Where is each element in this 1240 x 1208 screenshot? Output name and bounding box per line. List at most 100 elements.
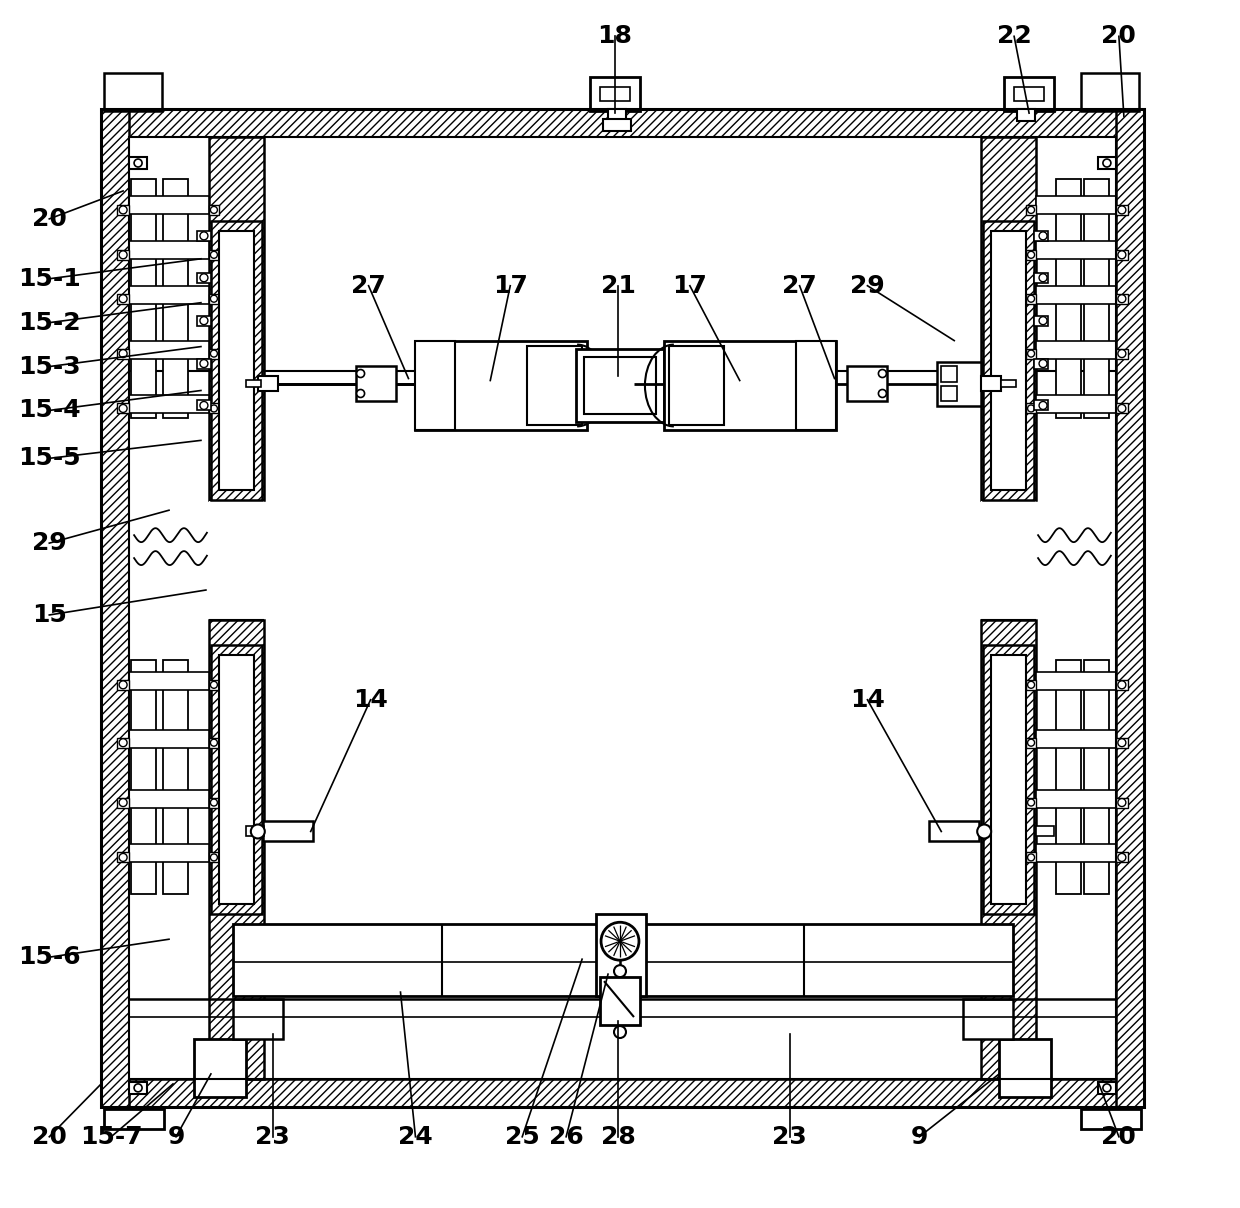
Bar	[129, 196, 208, 214]
Bar	[193, 1039, 246, 1097]
Bar	[197, 273, 211, 283]
Bar	[129, 157, 148, 169]
Bar	[233, 924, 1013, 997]
Circle shape	[1102, 159, 1111, 167]
Bar	[1025, 853, 1037, 863]
Bar	[1025, 205, 1037, 215]
Circle shape	[1118, 205, 1126, 214]
Bar	[1037, 730, 1116, 748]
Text: 15-2: 15-2	[17, 310, 81, 335]
Bar	[1037, 395, 1116, 413]
Bar	[991, 231, 1025, 490]
Circle shape	[1118, 681, 1126, 689]
Bar	[1116, 797, 1128, 807]
Circle shape	[119, 853, 128, 861]
Text: 15-7: 15-7	[79, 1125, 143, 1149]
Bar	[102, 109, 1143, 1107]
Circle shape	[119, 738, 128, 747]
Bar	[1116, 205, 1128, 215]
Circle shape	[211, 251, 217, 259]
Bar	[1034, 359, 1048, 368]
Bar	[1084, 660, 1109, 894]
Circle shape	[200, 232, 208, 240]
Bar	[577, 349, 663, 423]
Bar	[1001, 379, 1016, 388]
Bar	[1037, 196, 1116, 214]
Circle shape	[211, 854, 217, 861]
Circle shape	[1118, 853, 1126, 861]
Bar	[941, 366, 957, 382]
Bar	[208, 738, 219, 748]
Bar	[129, 672, 208, 690]
Bar	[104, 1109, 164, 1128]
Circle shape	[200, 274, 208, 281]
Bar	[208, 680, 219, 690]
Bar	[102, 1079, 1143, 1107]
Circle shape	[1039, 232, 1047, 240]
Circle shape	[1028, 295, 1034, 302]
Circle shape	[211, 405, 217, 412]
Text: 20: 20	[1101, 24, 1136, 48]
Bar	[162, 660, 188, 894]
Bar	[1116, 853, 1128, 863]
Circle shape	[357, 389, 365, 397]
Bar	[117, 294, 129, 303]
Bar	[129, 137, 1116, 1079]
Bar	[208, 403, 219, 413]
Circle shape	[1028, 251, 1034, 259]
Text: 24: 24	[398, 1125, 433, 1149]
Bar	[356, 366, 396, 401]
Circle shape	[119, 405, 128, 412]
Bar	[129, 844, 208, 863]
Bar	[963, 999, 1013, 1039]
Bar	[208, 250, 219, 260]
Bar	[600, 87, 630, 101]
Bar	[102, 109, 1143, 137]
Bar	[131, 179, 156, 418]
Bar	[117, 738, 129, 748]
Bar	[1034, 231, 1048, 240]
Bar	[1037, 341, 1116, 359]
Bar	[131, 660, 156, 894]
Text: 15-6: 15-6	[17, 945, 81, 969]
Bar	[1056, 660, 1081, 894]
Bar	[117, 205, 129, 215]
Bar	[1097, 157, 1116, 169]
Circle shape	[119, 295, 128, 303]
Bar	[1116, 738, 1128, 748]
Bar	[1084, 179, 1109, 418]
Bar	[197, 231, 211, 240]
Text: 22: 22	[997, 24, 1032, 48]
Bar	[208, 620, 264, 1079]
Text: 15-4: 15-4	[17, 399, 81, 423]
Text: 17: 17	[492, 274, 528, 297]
Circle shape	[119, 681, 128, 689]
Circle shape	[878, 389, 887, 397]
Circle shape	[211, 681, 217, 689]
Bar	[129, 730, 208, 748]
Text: 15-1: 15-1	[17, 267, 81, 291]
Bar	[937, 361, 981, 406]
Circle shape	[119, 798, 128, 807]
Text: 25: 25	[505, 1125, 539, 1149]
Bar	[1037, 240, 1116, 259]
Bar	[208, 797, 219, 807]
Bar	[246, 826, 264, 836]
Circle shape	[1118, 349, 1126, 358]
Bar	[208, 349, 219, 359]
Bar	[608, 109, 626, 121]
Bar	[1025, 250, 1037, 260]
Circle shape	[200, 360, 208, 367]
Circle shape	[211, 739, 217, 747]
Text: 28: 28	[600, 1125, 635, 1149]
Bar	[1097, 1082, 1116, 1094]
Bar	[668, 345, 724, 425]
Circle shape	[1118, 738, 1126, 747]
Bar	[981, 620, 1037, 1079]
Text: 23: 23	[255, 1125, 290, 1149]
Text: 17: 17	[672, 274, 707, 297]
Bar	[1116, 109, 1143, 1107]
Bar	[1081, 1109, 1141, 1128]
Bar	[1025, 294, 1037, 303]
Bar	[129, 395, 208, 413]
